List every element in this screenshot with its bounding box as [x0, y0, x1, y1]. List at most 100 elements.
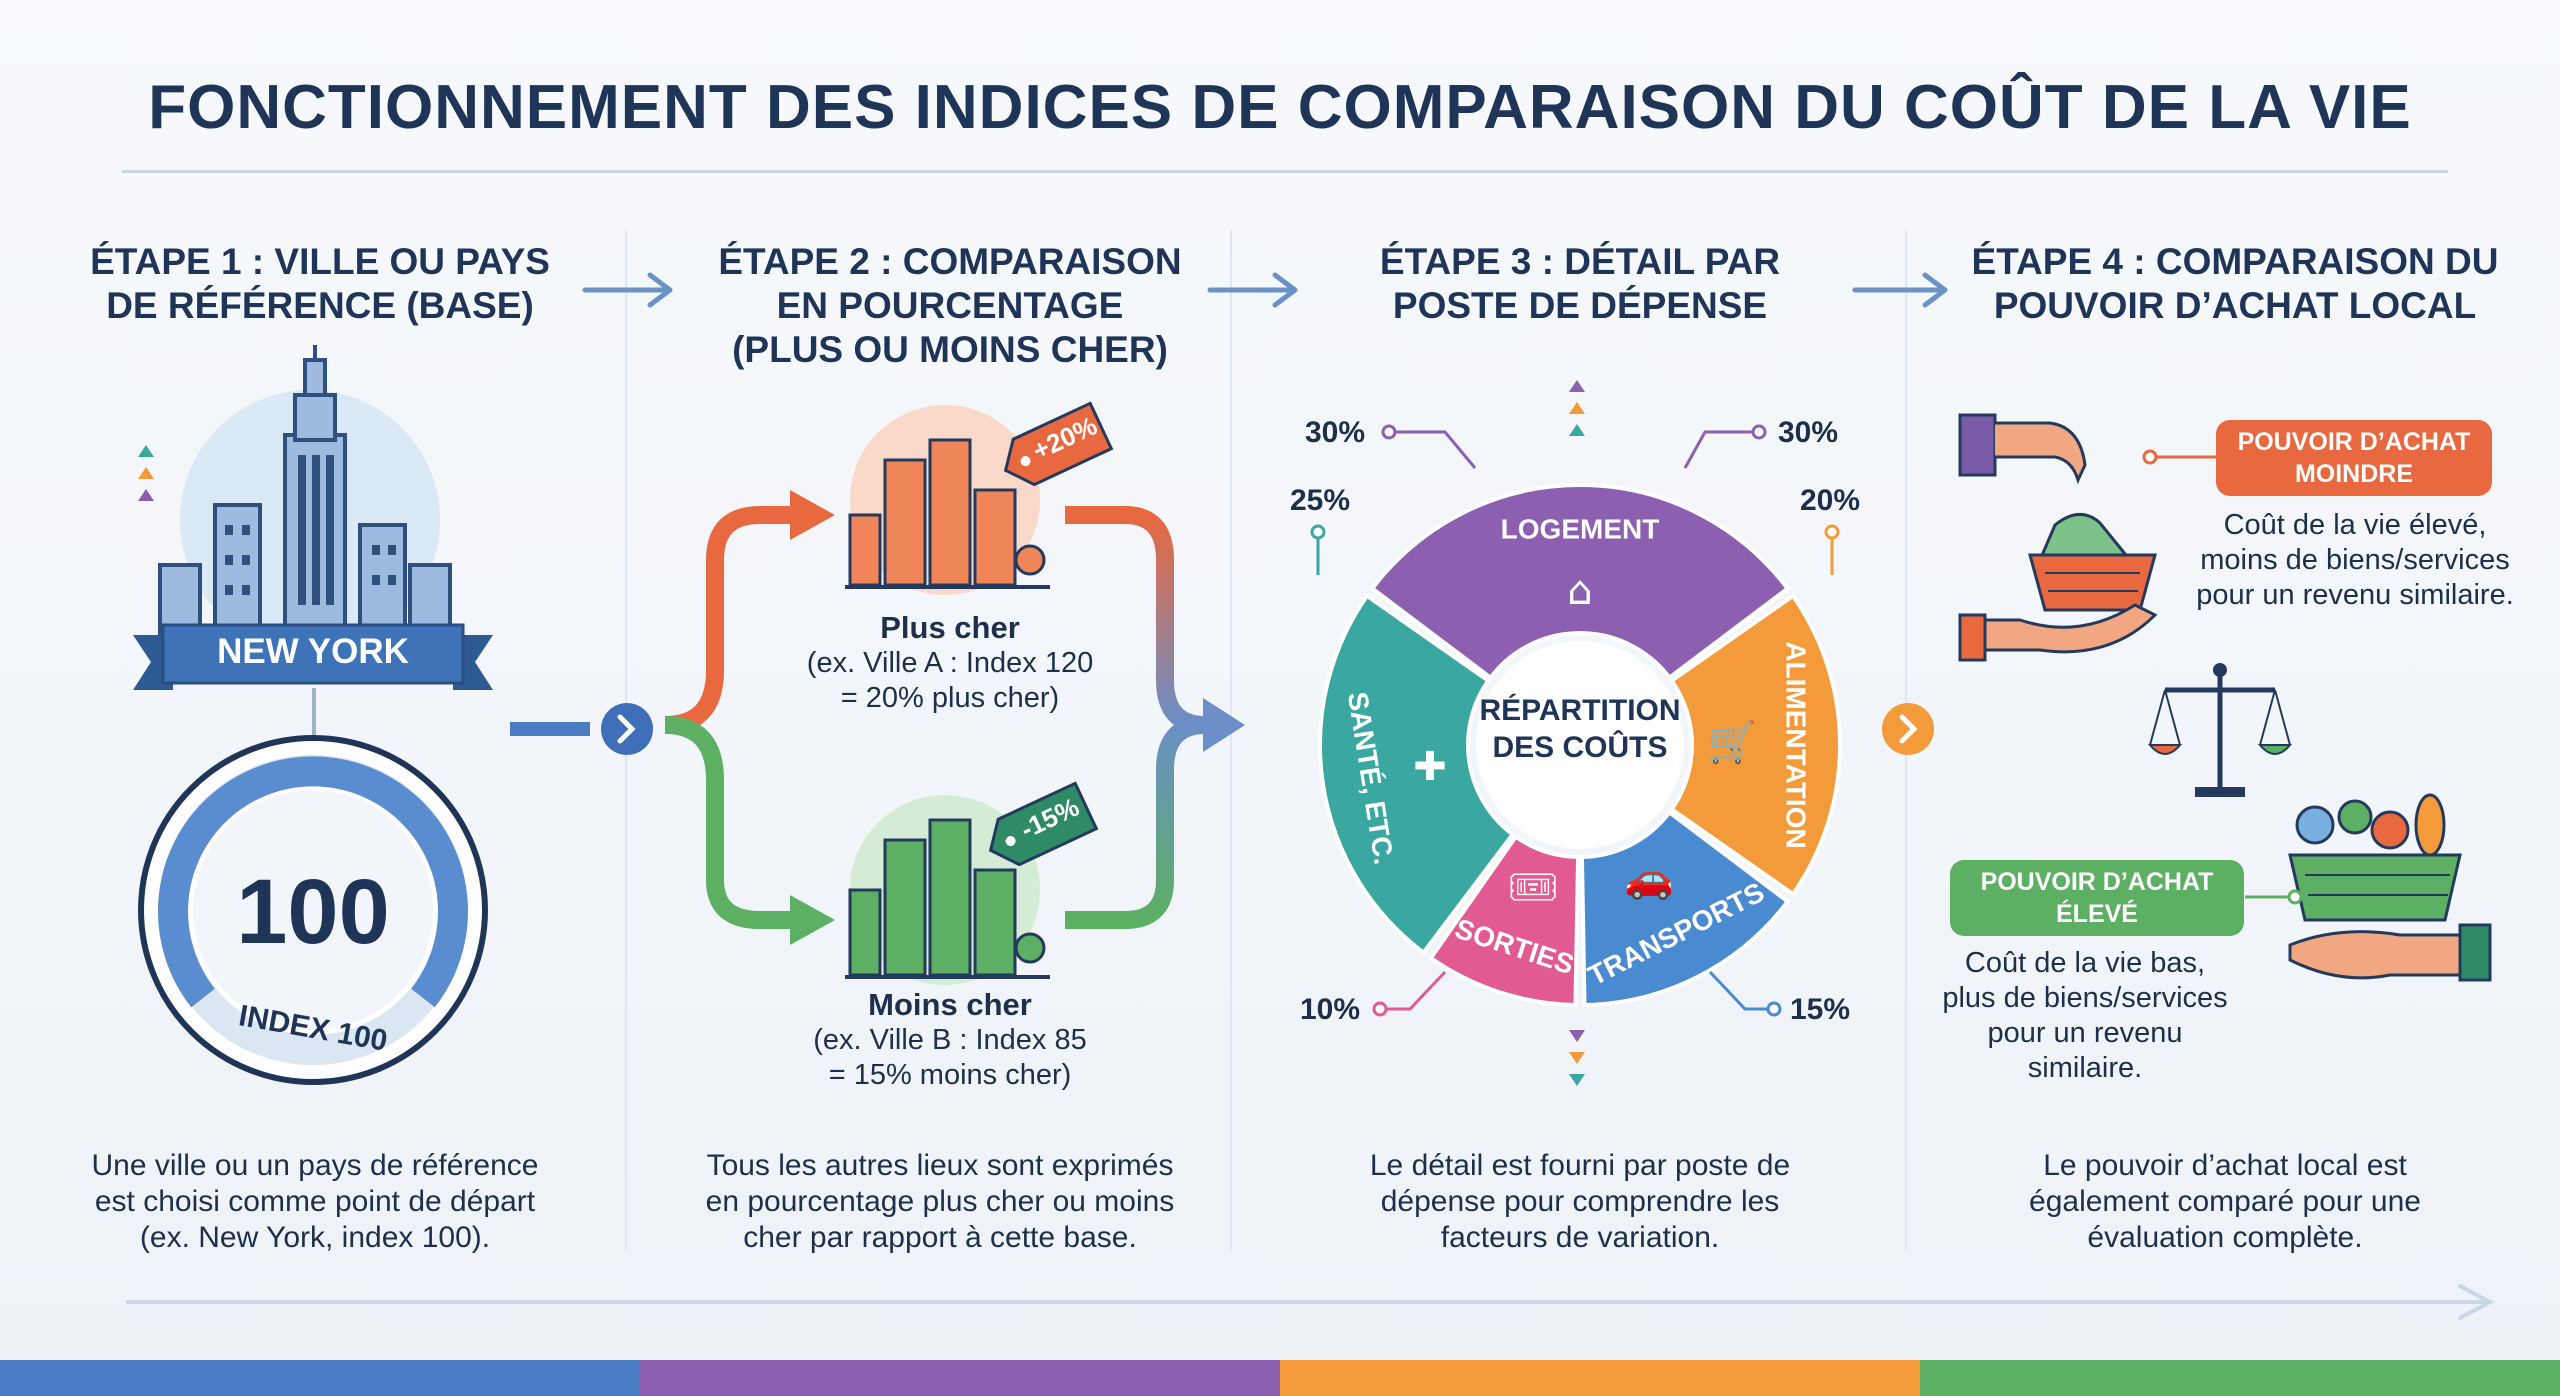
- step3-title-line: ÉTAPE 3 : DÉTAIL PAR: [1379, 241, 1781, 282]
- high-pp-line: similaire.: [2027, 1052, 2143, 1084]
- cheaper-line: (ex. Ville B : Index 85: [813, 1024, 1087, 1056]
- city-banner-label: NEW YORK: [217, 632, 409, 671]
- page-title: FONCTIONNEMENT DES INDICES DE COMPARAISO…: [148, 73, 2412, 142]
- callout-transport-pct: 15%: [1790, 993, 1851, 1026]
- high-purchasing-power-text: Coût de la vie bas, plus de biens/servic…: [1925, 946, 2245, 1086]
- step3-caption-line: facteurs de variation.: [1440, 1221, 1720, 1254]
- donut-slice-transports: [1579, 809, 1791, 1007]
- callout-housing-pct: 30%: [1305, 416, 1366, 449]
- cheaper-caption: Moins cher (ex. Ville B : Index 85 = 15%…: [760, 987, 1140, 1093]
- step2-title-line: (PLUS OU MOINS CHER): [732, 329, 1168, 370]
- badge-connector: [2245, 889, 2303, 905]
- high-pp-line: Coût de la vie bas,: [1964, 947, 2206, 979]
- step4-title: ÉTAPE 4 : COMPARAISON DU POUVOIR D’ACHAT…: [1935, 240, 2535, 328]
- ticket-icon: 🎟: [1508, 865, 1559, 911]
- donut-center-line: RÉPARTITION: [1479, 694, 1681, 727]
- low-purchasing-power-text: Coût de la vie élevé, moins de biens/ser…: [2180, 508, 2530, 613]
- step3-title: ÉTAPE 3 : DÉTAIL PAR POSTE DE DÉPENSE: [1300, 240, 1860, 328]
- donut-slice-sorties: [1428, 833, 1581, 1007]
- footer-bar-green: [1920, 1360, 2560, 1396]
- callout-health-pct: 25%: [1290, 484, 1351, 517]
- donut-slice-alimentation: [1668, 593, 1842, 897]
- title-divider: [122, 170, 2448, 173]
- decor-triangles: [138, 445, 154, 501]
- cheaper-label: Moins cher: [868, 987, 1032, 1022]
- donut-center-line: DES COÛTS: [1492, 731, 1668, 764]
- step3-caption-line: Le détail est fourni par poste de: [1369, 1149, 1791, 1182]
- hand-basket-icon: [1958, 413, 2158, 662]
- step3-connector: [1882, 703, 1934, 755]
- step2-caption-line: cher par rapport à cette base.: [743, 1221, 1137, 1254]
- step4-title-line: ÉTAPE 4 : COMPARAISON DU: [1971, 241, 2499, 282]
- cheaper-line: = 15% moins cher): [828, 1059, 1072, 1091]
- step4-caption-line: également comparé pour une: [2029, 1185, 2421, 1218]
- callout-leaders: [1310, 424, 1840, 1017]
- low-pp-line: moins de biens/services: [2200, 544, 2510, 576]
- more-expensive-label: Plus cher: [880, 610, 1020, 645]
- step2-caption: Tous les autres lieux sont exprimés en p…: [660, 1148, 1220, 1256]
- expensive-city-illustration: [845, 405, 1050, 595]
- step2-title-line: ÉTAPE 2 : COMPARAISON: [718, 241, 1182, 282]
- step2-caption-line: en pourcentage plus cher ou moins: [705, 1185, 1175, 1218]
- step2-title-line: EN POURCENTAGE: [776, 285, 1124, 326]
- price-tag-down: [988, 781, 1099, 867]
- car-icon: 🚗: [1624, 855, 1674, 901]
- step3-caption: Le détail est fourni par poste de dépens…: [1290, 1148, 1870, 1256]
- decor-triangles: [1569, 1030, 1585, 1086]
- step1-caption-line: est choisi comme point de départ: [94, 1185, 536, 1218]
- step3-title-line: POSTE DE DÉPENSE: [1392, 285, 1768, 326]
- footer-bar-blue: [0, 1360, 640, 1396]
- gauge-value: 100: [236, 861, 390, 963]
- badge-connector: [2142, 449, 2220, 465]
- connector-line: [312, 688, 316, 758]
- hand-full-basket-icon: [2288, 793, 2492, 982]
- badge-line: POUVOIR D’ACHAT: [1980, 868, 2214, 896]
- split-arrows: [664, 490, 1245, 945]
- footer-bar-orange: [1280, 1360, 1920, 1396]
- decor-triangles: [1569, 380, 1585, 436]
- donut-hole: [1476, 641, 1684, 849]
- more-expensive-line: = 20% plus cher): [840, 682, 1060, 714]
- step1-connector: [510, 703, 653, 755]
- callout-food-pct: 20%: [1800, 484, 1861, 517]
- step2-title: ÉTAPE 2 : COMPARAISON EN POURCENTAGE (PL…: [680, 240, 1220, 372]
- high-pp-line: pour un revenu: [1987, 1017, 2183, 1049]
- step1-caption-line: Une ville ou un pays de référence: [91, 1149, 539, 1182]
- high-pp-line: plus de biens/services: [1942, 982, 2228, 1014]
- city-banner: [133, 623, 493, 690]
- cost-breakdown-donut: LOGEMENT⌂ALIMENTATION🛒TRANSPORTS🚗SORTIES…: [1318, 483, 1842, 1007]
- badge-line: POUVOIR D’ACHAT: [2237, 428, 2471, 456]
- low-purchasing-power-badge: POUVOIR D’ACHAT MOINDRE: [2216, 420, 2492, 496]
- cart-icon: 🛒: [1707, 719, 1757, 766]
- price-tag-up: [1003, 401, 1114, 487]
- callout-housing-pct-right: 30%: [1778, 416, 1839, 449]
- donut-slice-logement: [1369, 483, 1791, 681]
- step4-caption-line: évaluation complète.: [2087, 1221, 2363, 1254]
- house-icon: ⌂: [1567, 568, 1592, 614]
- balance-scale-icon: [2147, 663, 2293, 797]
- index-gauge: [138, 735, 488, 1085]
- column-divider: [1230, 230, 1232, 1250]
- donut-slice-sant-etc: [1318, 593, 1516, 956]
- donut-label: LOGEMENT: [1501, 513, 1660, 544]
- more-expensive-caption: Plus cher (ex. Ville A : Index 120 = 20%…: [760, 610, 1140, 716]
- donut-center-label: RÉPARTITION DES COÛTS: [1440, 692, 1720, 766]
- step1-title: ÉTAPE 1 : VILLE OU PAYS DE RÉFÉRENCE (BA…: [60, 240, 580, 328]
- step1-title-line: ÉTAPE 1 : VILLE OU PAYS: [90, 241, 550, 282]
- donut-label: ALIMENTATION: [1781, 641, 1812, 848]
- callout-outings-pct: 10%: [1300, 993, 1361, 1026]
- more-expensive-line: (ex. Ville A : Index 120: [806, 647, 1094, 679]
- step3-caption-line: dépense pour comprendre les: [1380, 1185, 1780, 1218]
- high-purchasing-power-badge: POUVOIR D’ACHAT ÉLEVÉ: [1950, 860, 2244, 936]
- step4-title-line: POUVOIR D’ACHAT LOCAL: [1993, 285, 2477, 326]
- medical-kit-icon: ✚: [1413, 744, 1447, 790]
- badge-line: ÉLEVÉ: [2056, 900, 2138, 928]
- footer-bar-purple: [640, 1360, 1280, 1396]
- step1-title-line: DE RÉFÉRENCE (BASE): [106, 285, 534, 326]
- step4-caption-line: Le pouvoir d’achat local est: [2043, 1149, 2407, 1182]
- badge-line: MOINDRE: [2294, 460, 2414, 488]
- low-pp-line: Coût de la vie élevé,: [2223, 509, 2487, 541]
- step1-caption: Une ville ou un pays de référence est ch…: [55, 1148, 575, 1256]
- step2-caption-line: Tous les autres lieux sont exprimés: [706, 1149, 1174, 1182]
